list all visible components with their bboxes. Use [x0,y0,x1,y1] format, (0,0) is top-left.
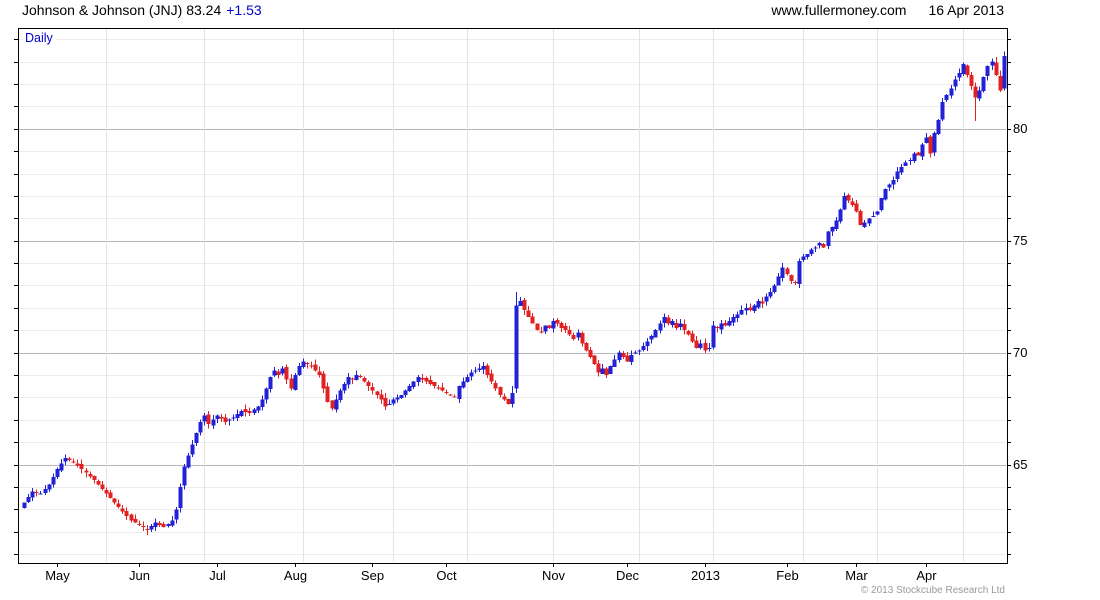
svg-text:Jul: Jul [209,568,226,583]
svg-text:65: 65 [1013,457,1027,472]
timeframe-badge: Daily [23,31,55,45]
svg-text:Feb: Feb [776,568,798,583]
instrument-and-price-label: Johnson & Johnson (JNJ) 83.24 [22,2,222,18]
date-label: 16 Apr 2013 [928,2,1004,18]
svg-text:Dec: Dec [616,568,640,583]
chart-title: Johnson & Johnson (JNJ) 83.24 +1.53 [22,2,262,18]
svg-text:Sep: Sep [361,568,384,583]
svg-text:80: 80 [1013,121,1027,136]
svg-text:Mar: Mar [845,568,868,583]
copyright-label: © 2013 Stockcube Research Ltd [860,585,1005,596]
svg-text:Jun: Jun [129,568,150,583]
svg-text:2013: 2013 [691,568,720,583]
svg-text:75: 75 [1013,233,1027,248]
header-right: www.fullermoney.com 16 Apr 2013 [771,2,1004,18]
svg-text:Apr: Apr [916,568,937,583]
svg-text:Aug: Aug [284,568,307,583]
site-label: www.fullermoney.com [771,2,907,18]
svg-text:70: 70 [1013,345,1027,360]
svg-text:May: May [45,568,70,583]
svg-text:Nov: Nov [542,568,566,583]
price-change-label: +1.53 [226,2,262,18]
svg-text:Oct: Oct [436,568,457,583]
